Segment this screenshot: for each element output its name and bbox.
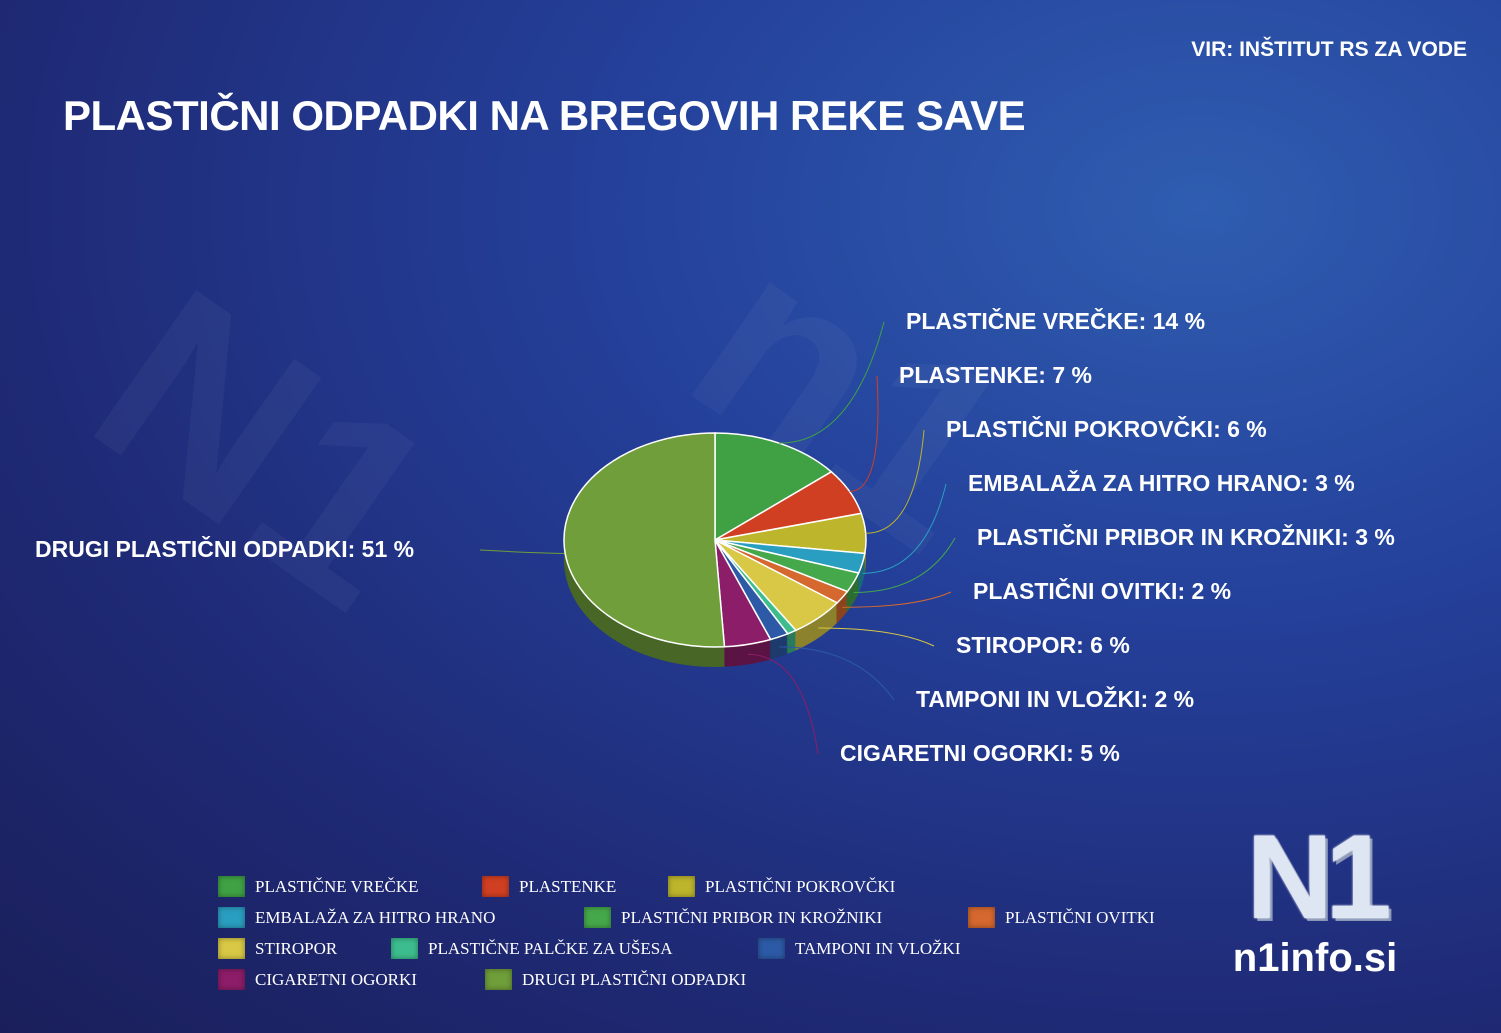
legend-item: TAMPONI IN VLOŽKI [758, 938, 960, 959]
legend-swatch [218, 969, 245, 990]
legend-item: CIGARETNI OGORKI [218, 969, 417, 990]
leader-line [479, 549, 565, 554]
legend-item: PLASTIČNE VREČKE [218, 876, 419, 897]
legend-label: PLASTIČNI OVITKI [1005, 907, 1155, 927]
leader-line [842, 591, 952, 608]
data-label: PLASTIČNI POKROVČKI: 6 % [946, 416, 1267, 442]
leader-line [779, 646, 895, 701]
legend-label: CIGARETNI OGORKI [255, 969, 417, 989]
legend-label: DRUGI PLASTIČNI ODPADKI [522, 969, 747, 989]
logo-site: n1info.si [1232, 936, 1398, 980]
data-label: EMBALAŽA ZA HITRO HRANO: 3 % [968, 470, 1355, 496]
legend-swatch [584, 907, 611, 928]
data-label: PLASTIČNE VREČKE: 14 % [906, 308, 1206, 334]
legend-item: PLASTIČNI OVITKI [968, 907, 1155, 928]
legend-swatch [485, 969, 512, 990]
logo-mark: N1 [1246, 810, 1391, 944]
data-label: DRUGI PLASTIČNI ODPADKI: 51 % [35, 536, 415, 562]
legend-item: STIROPOR [218, 938, 337, 959]
legend-label: PLASTIČNE VREČKE [255, 876, 419, 896]
legend-swatch [218, 907, 245, 928]
legend-item: PLASTIČNE PALČKE ZA UŠESA [391, 938, 673, 959]
legend-item: DRUGI PLASTIČNI ODPADKI [485, 969, 746, 990]
legend-label: PLASTIČNE PALČKE ZA UŠESA [428, 938, 673, 958]
pie-slice [563, 432, 726, 648]
leader-line [747, 653, 819, 755]
legend-label: EMBALAŽA ZA HITRO HRANO [255, 907, 496, 927]
legend-swatch [218, 876, 245, 897]
legend-swatch [668, 876, 695, 897]
legend-swatch [482, 876, 509, 897]
legend-swatch [758, 938, 785, 959]
legend-item: EMBALAŽA ZA HITRO HRANO [218, 907, 495, 928]
legend-label: TAMPONI IN VLOŽKI [795, 938, 961, 958]
legend-swatch [968, 907, 995, 928]
legend-swatch [391, 938, 418, 959]
leader-line [853, 537, 956, 593]
pie-slice [714, 432, 833, 542]
legend-item: PLASTIČNI POKROVČKI [668, 876, 895, 897]
leader-line [865, 429, 925, 534]
leader-line [862, 483, 947, 574]
chart-title: PLASTIČNI ODPADKI NA BREGOVIH REKE SAVE [63, 92, 1026, 139]
leader-line [849, 375, 879, 492]
legend-item: PLASTIČNI PRIBOR IN KROŽNIKI [584, 907, 882, 928]
source-note: VIR: INŠTITUT RS ZA VODE [1191, 38, 1467, 61]
data-label: PLASTIČNI PRIBOR IN KROŽNIKI: 3 % [977, 524, 1395, 550]
legend-label: PLASTENKE [519, 876, 617, 896]
data-label: STIROPOR: 6 % [956, 632, 1130, 658]
data-label: TAMPONI IN VLOŽKI: 2 % [916, 686, 1195, 712]
n1-logo: N1 n1info.si [1215, 810, 1415, 981]
leader-line [779, 321, 885, 444]
data-label: PLASTIČNI OVITKI: 2 % [973, 578, 1232, 604]
legend-item: PLASTENKE [482, 876, 616, 897]
data-label: PLASTENKE: 7 % [899, 362, 1092, 388]
leader-line [818, 627, 935, 647]
legend-swatch [218, 938, 245, 959]
legend-label: STIROPOR [255, 938, 338, 958]
legend-label: PLASTIČNI PRIBOR IN KROŽNIKI [621, 907, 883, 927]
legend-label: PLASTIČNI POKROVČKI [705, 876, 896, 896]
data-label: CIGARETNI OGORKI: 5 % [840, 740, 1120, 766]
